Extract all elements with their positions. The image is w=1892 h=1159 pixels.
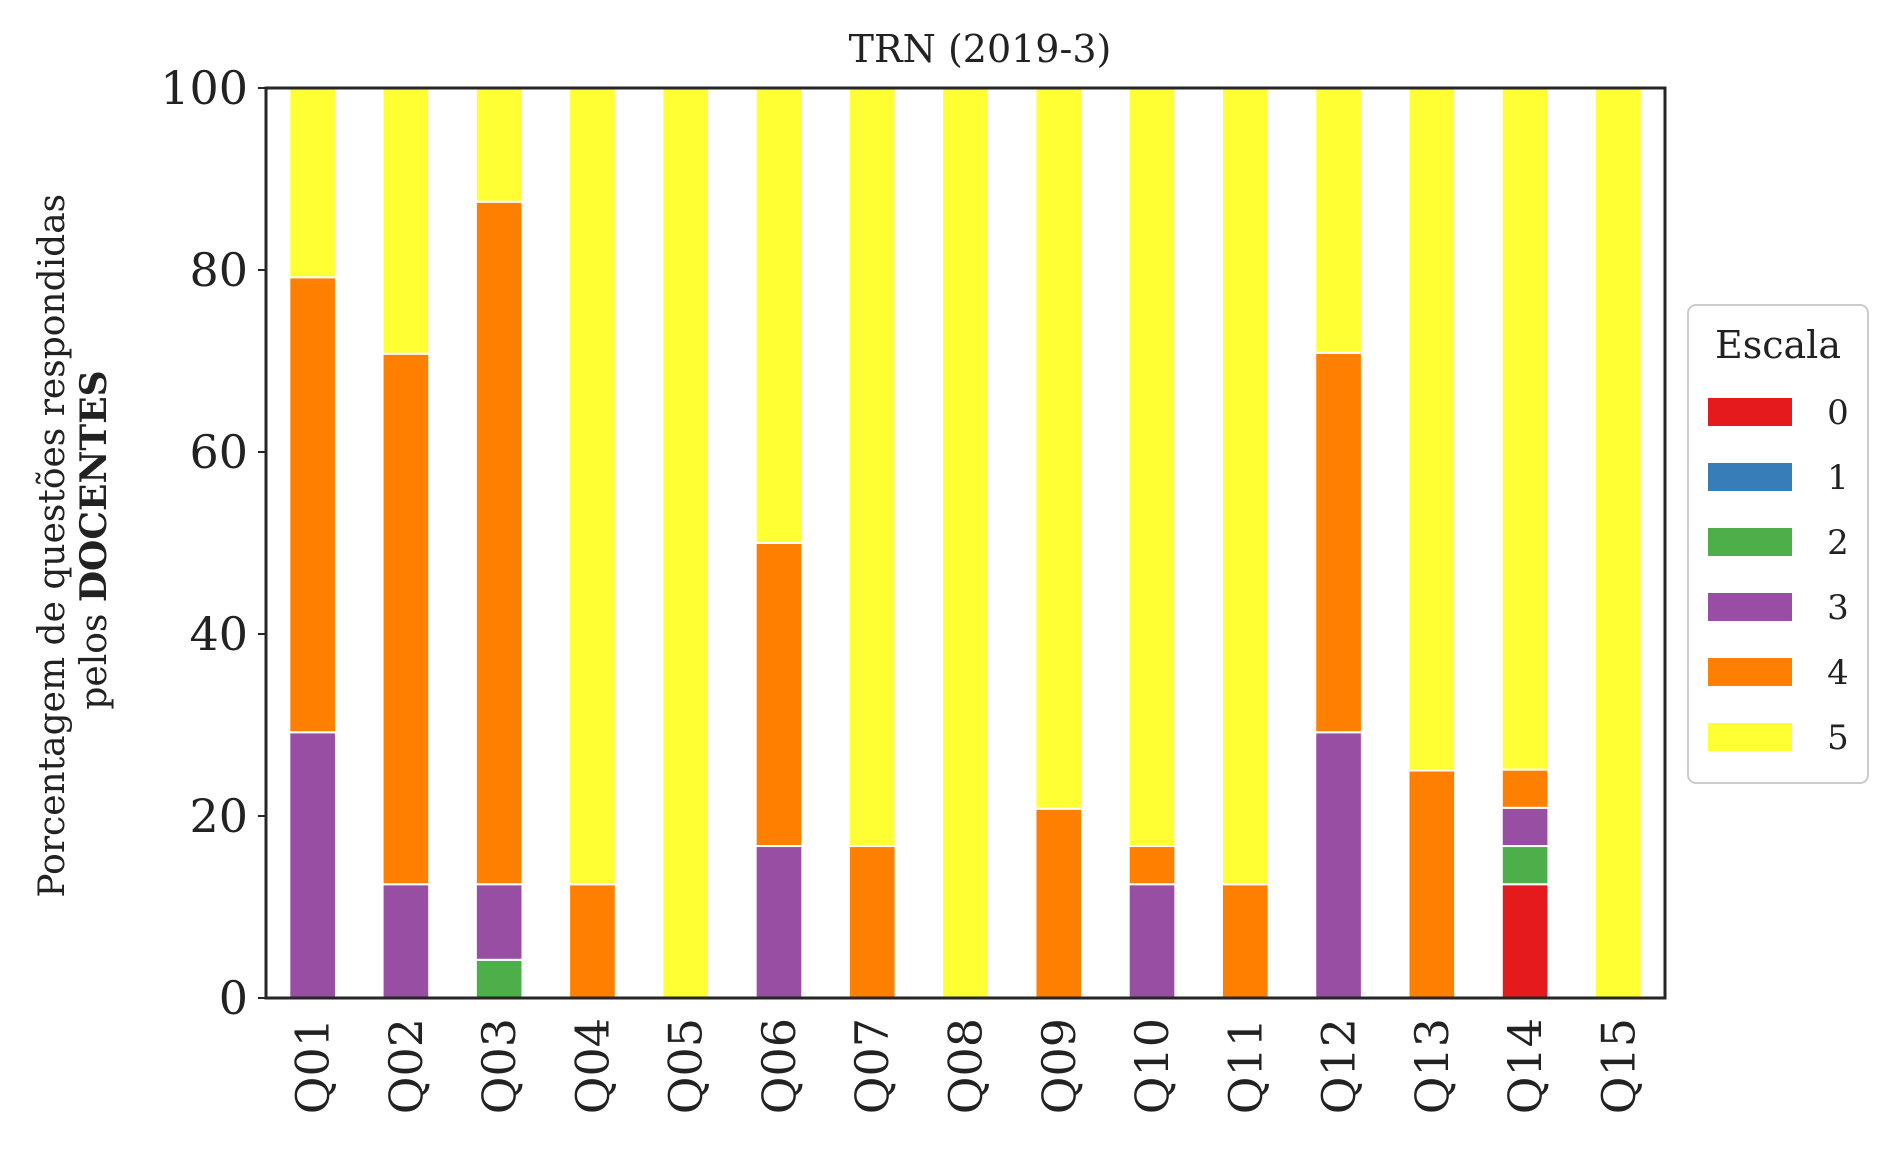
bar-segment-q11-scale-4	[1220, 883, 1270, 999]
legend-title: Escala	[1715, 323, 1841, 367]
bar-segment-q03-scale-3	[474, 883, 524, 961]
x-tick-label-q15: Q15	[1591, 1018, 1645, 1114]
legend-swatch-3	[1708, 593, 1792, 621]
y-tick-label-40: 40	[189, 607, 248, 661]
bar-segment-q03-scale-2	[474, 958, 524, 1000]
bar-segment-q04-scale-4	[568, 883, 617, 999]
x-tick-label-q04: Q04	[565, 1018, 619, 1114]
bar-segment-q06-scale-3	[754, 845, 804, 1000]
legend-label-0: 0	[1827, 393, 1849, 433]
bar-segment-q12-scale-3	[1314, 731, 1363, 1000]
bar-segment-q10-scale-4	[1127, 845, 1177, 886]
bar-segment-q10-scale-3	[1127, 883, 1177, 999]
bar-segment-q02-scale-3	[381, 883, 431, 999]
legend-label-3: 3	[1827, 588, 1849, 628]
y-axis-label-prefix: pelos	[74, 602, 115, 709]
x-tick-label-q12: Q12	[1312, 1018, 1366, 1114]
legend-label-2: 2	[1827, 523, 1849, 563]
bar-segment-q12-scale-5	[1314, 87, 1363, 354]
x-tick-label-q11: Q11	[1218, 1018, 1272, 1114]
bar-segment-q02-scale-5	[381, 87, 431, 355]
legend-swatch-1	[1708, 463, 1792, 491]
x-tick-label-q07: Q07	[845, 1018, 899, 1114]
y-tick-label-60: 60	[189, 425, 248, 479]
legend-swatch-2	[1708, 528, 1792, 556]
x-tick-label-q01: Q01	[286, 1018, 340, 1114]
x-tick-label-q05: Q05	[659, 1018, 713, 1114]
bar-segment-q03-scale-5	[474, 87, 524, 203]
y-tick-label-20: 20	[189, 789, 248, 843]
bar-segment-q12-scale-4	[1314, 351, 1363, 734]
x-tick-label-q02: Q02	[379, 1018, 433, 1114]
bar-segment-q02-scale-4	[381, 352, 431, 886]
x-tick-label-q08: Q08	[939, 1018, 993, 1114]
bar-segment-q09-scale-4	[1034, 807, 1084, 999]
bar-segment-q14-scale-0	[1500, 883, 1550, 999]
bar-segment-q06-scale-5	[754, 87, 804, 544]
bar-segment-q01-scale-3	[288, 731, 337, 1000]
y-ticks: 0 20 40 60 80 100	[160, 61, 266, 1025]
legend-swatch-5	[1708, 723, 1792, 751]
bar-segment-q13-scale-5	[1407, 87, 1457, 772]
y-axis-label-bold: DOCENTES	[73, 370, 115, 602]
x-tick-label-q10: Q10	[1125, 1018, 1179, 1114]
bar-segment-q14-scale-3	[1500, 806, 1550, 848]
bar-segment-q15-scale-5	[1594, 87, 1643, 999]
x-tick-label-q14: Q14	[1498, 1018, 1552, 1114]
y-axis-label: Porcentagem de questões respondidas pelo…	[32, 182, 115, 898]
legend-label-1: 1	[1827, 458, 1849, 498]
plot-frame	[264, 86, 1667, 1000]
x-tick-label-q03: Q03	[472, 1018, 526, 1114]
bar-segment-q08-scale-5	[941, 87, 990, 999]
bar-segment-q09-scale-5	[1034, 87, 1084, 810]
x-tick-label-q13: Q13	[1405, 1018, 1459, 1114]
legend-swatch-4	[1708, 658, 1792, 686]
y-tick-label-0: 0	[219, 971, 248, 1025]
y-axis-label-line1: Porcentagem de questões respondidas	[32, 194, 73, 898]
legend-label-4: 4	[1827, 653, 1849, 693]
bar-segment-q07-scale-4	[847, 845, 897, 1000]
y-tick-label-80: 80	[189, 243, 248, 297]
bar-segment-q14-scale-5	[1500, 86, 1550, 771]
bar-segment-q01-scale-4	[288, 276, 337, 734]
bar-segment-q11-scale-5	[1220, 87, 1270, 886]
bar-segment-q04-scale-5	[568, 87, 617, 886]
bar-segment-q01-scale-5	[288, 87, 337, 279]
bar-segment-q13-scale-4	[1407, 769, 1457, 999]
bar-segment-q03-scale-4	[474, 200, 524, 886]
x-tick-label-q06: Q06	[752, 1018, 806, 1114]
bar-segment-q14-scale-4	[1500, 768, 1550, 809]
bar-segment-q05-scale-5	[661, 87, 711, 999]
legend: Escala 0 1 2 3 4 5	[1687, 304, 1869, 784]
bars	[288, 86, 1643, 1000]
bar-segment-q14-scale-2	[1500, 845, 1550, 886]
x-ticks: Q01 Q02 Q03 Q04 Q05 Q06 Q07 Q08 Q09 Q10 Q11 Q12 Q13 Q…	[286, 1018, 1646, 1114]
legend-swatch-0	[1708, 398, 1792, 426]
chart-title: TRN (2019-3)	[849, 27, 1112, 71]
bar-segment-q06-scale-4	[754, 542, 804, 848]
bar-segment-q10-scale-5	[1127, 87, 1177, 848]
bar-segment-q07-scale-5	[847, 87, 897, 848]
y-tick-label-100: 100	[160, 61, 248, 115]
x-tick-label-q09: Q09	[1032, 1018, 1086, 1114]
legend-label-5: 5	[1827, 718, 1849, 758]
svg-text:Porcentagem de questões respon: Porcentagem de questões respondidas pelo…	[32, 182, 115, 897]
